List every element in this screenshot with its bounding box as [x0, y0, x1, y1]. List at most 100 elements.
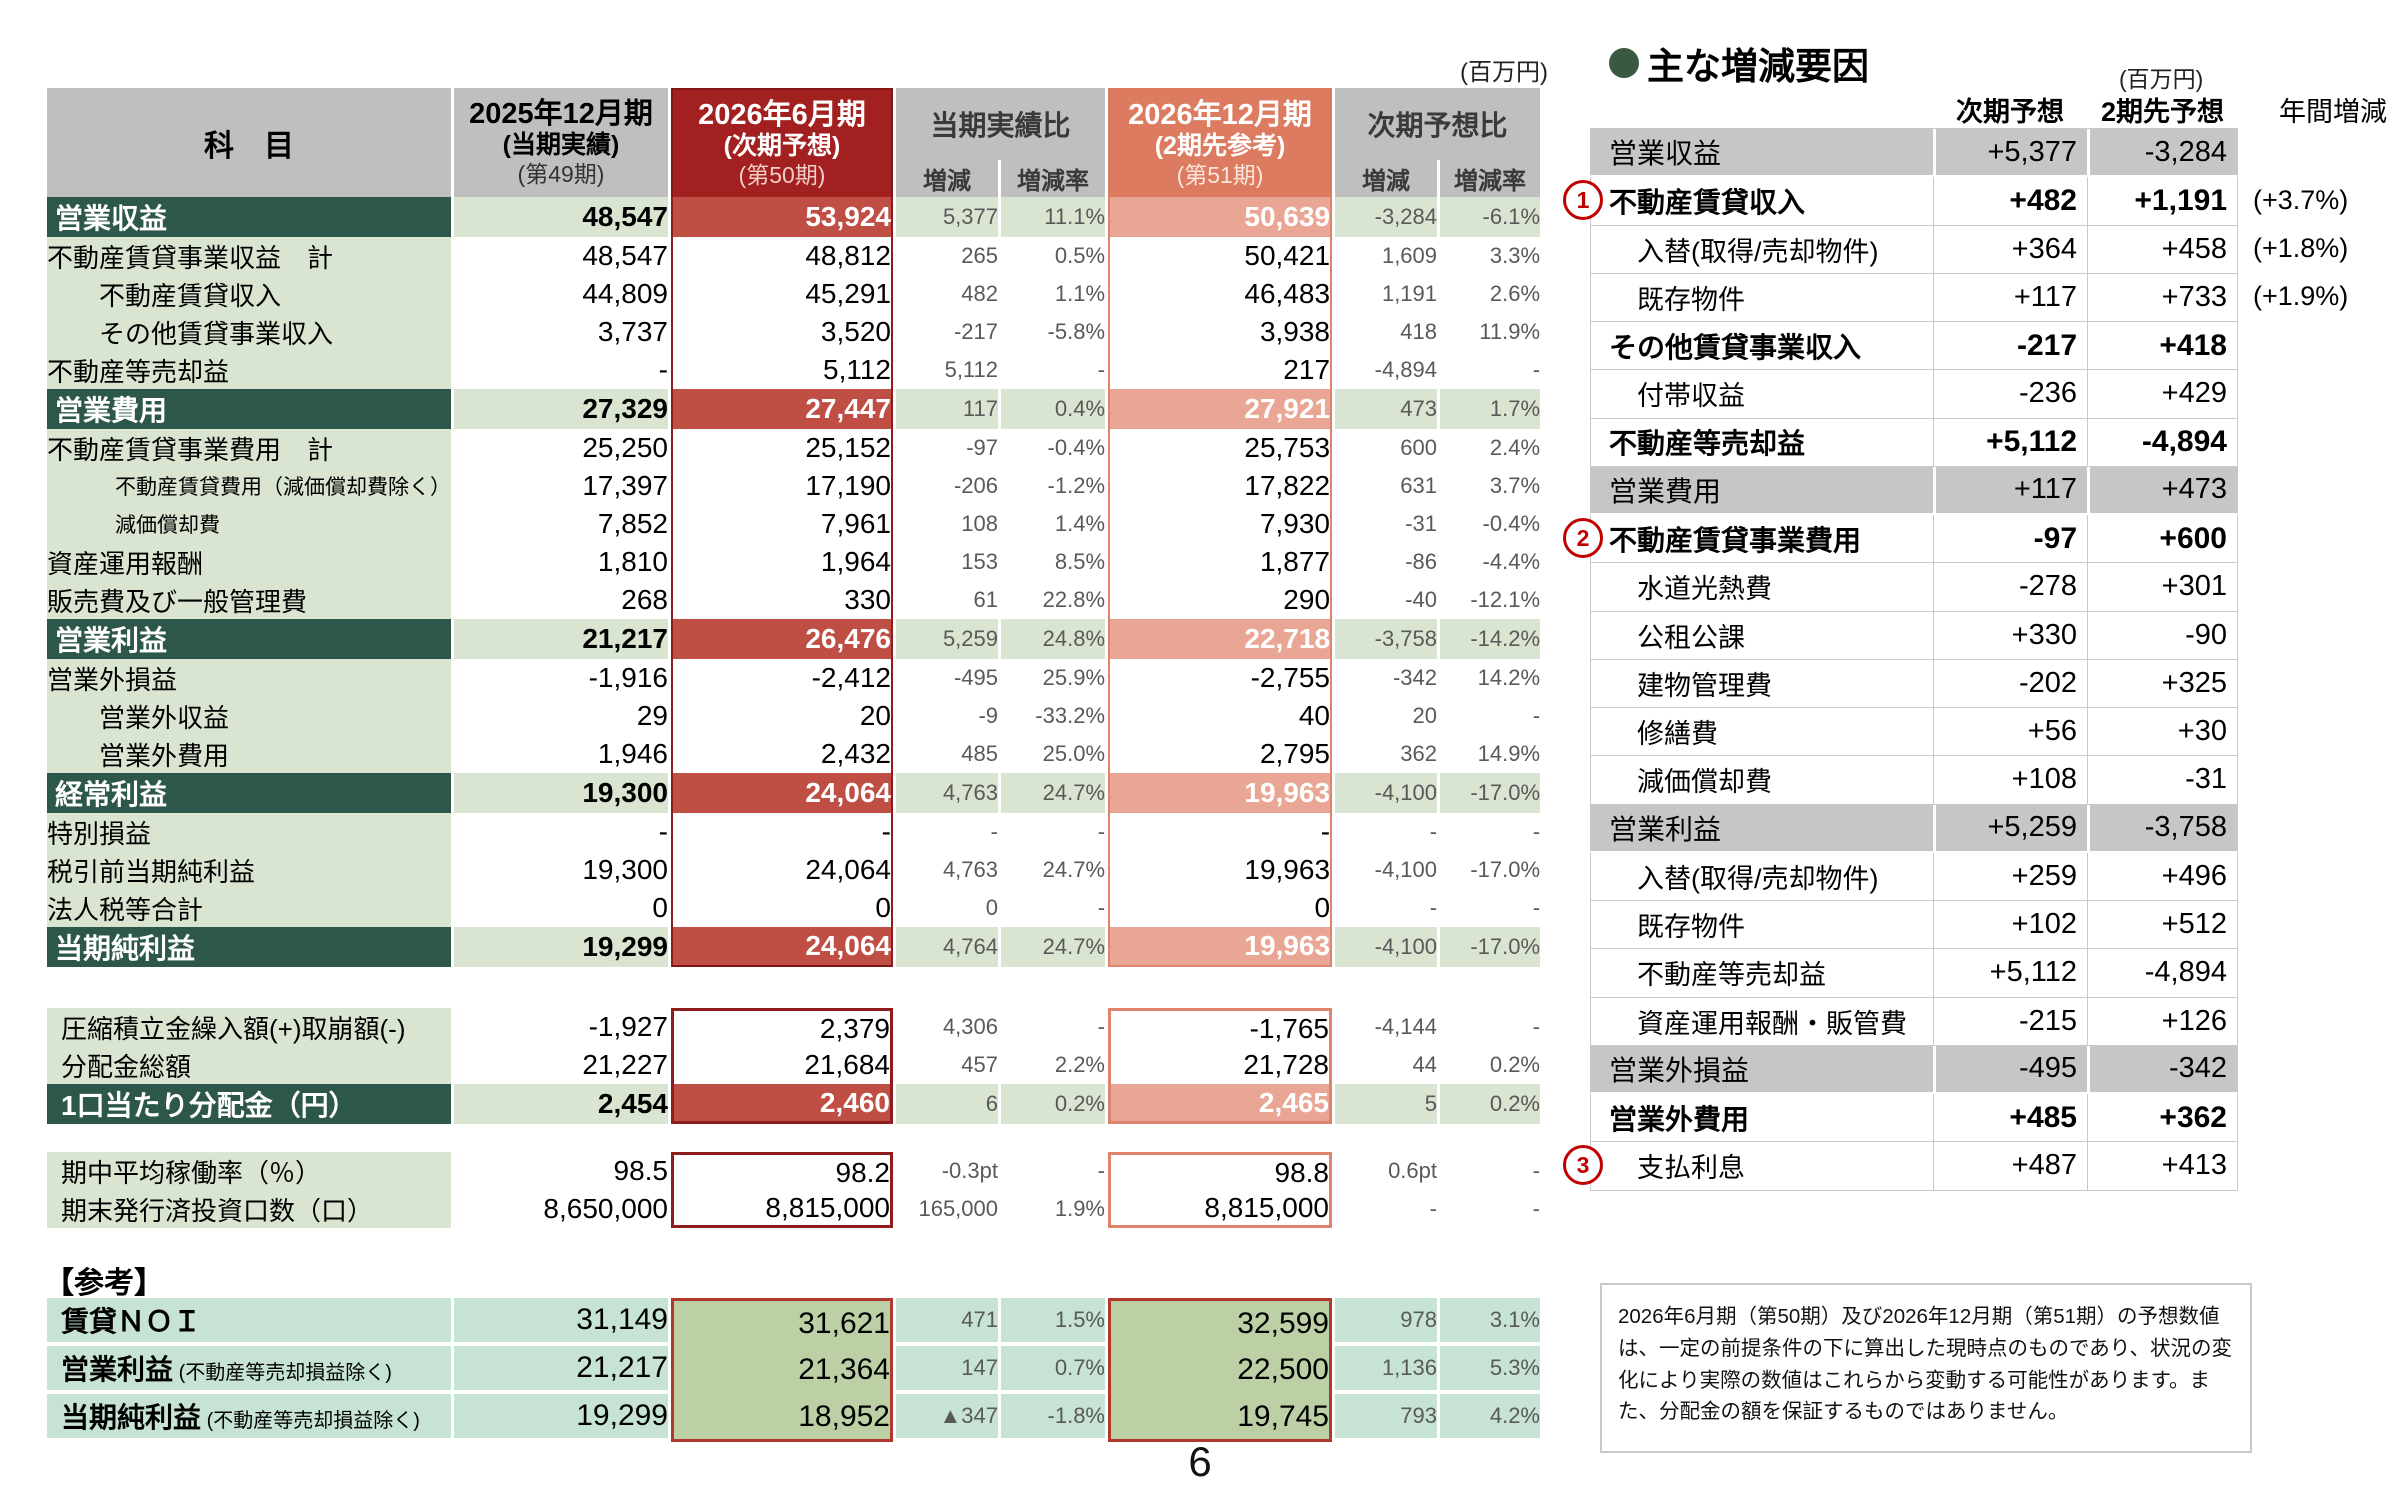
- value-inc-2: 0.6pt: [1388, 1158, 1437, 1183]
- row-label: 当期純利益: [47, 927, 451, 967]
- value-rate-1: 8.5%: [1054, 549, 1106, 574]
- annual-change-header: 年間増減: [2279, 97, 2387, 127]
- factor-row: 不動産等売却益 +5,112 -4,894: [1590, 949, 2238, 998]
- row-label: 分配金総額: [47, 1046, 451, 1084]
- comp-forecast-header: 次期予想比: [1335, 88, 1541, 160]
- value-inc-1: -9: [978, 703, 998, 728]
- table-row: 圧縮積立金繰入額(+)取崩額(-) -1,927 2,379 4,306- -1,765…: [47, 1008, 1540, 1046]
- value-next-forecast: 24,064: [671, 773, 893, 813]
- row-label: 営業利益: [47, 619, 451, 659]
- value-actual: 17,397: [582, 470, 668, 501]
- value-actual: 268: [621, 584, 668, 615]
- value-next-forecast: 25,152: [671, 429, 893, 467]
- factor-label: 既存物件: [1590, 273, 1933, 322]
- table-row: その他賃貸事業収入 3,737 3,520 -217 -5.8% 3,938 418 11.9…: [47, 313, 1540, 351]
- reference-table-body: 賃貸ＮＯＩ 31,149 31,621 471 1.5% 32,599 978 3.1% 営業利…: [47, 1298, 1540, 1442]
- factor-after-next-value: +473: [2087, 466, 2238, 515]
- change-factors-panel: 主な増減要因 (百万円) 次期予想 2期先予想 年間増減 営業収益 +5,377-…: [1563, 0, 2400, 1499]
- value-inc-2: 44: [1412, 1052, 1437, 1077]
- value-rate-1: 0.4%: [1001, 389, 1106, 429]
- table-row: 当期純利益 (不動産等売却損益除く) 19,299 18,952 ▲347 -1.8% 1…: [47, 1394, 1540, 1442]
- factor-row: 営業費用 +117 +473: [1590, 466, 2238, 515]
- factor-next-value: +108: [1933, 756, 2087, 805]
- factor-label: 付帯収益: [1590, 370, 1933, 419]
- factor-after-next-value: +362: [2087, 1094, 2238, 1143]
- value-actual: -: [658, 816, 668, 847]
- table-row: 不動産賃貸事業収益 計 48,547 48,812 265 0.5% 50,421 1,60…: [47, 237, 1540, 275]
- value-inc-1: 5,259: [896, 619, 998, 659]
- value-after-next: 2,795: [1108, 735, 1333, 773]
- factor-after-next-value: -3,758: [2087, 804, 2238, 853]
- table-row: 特別損益 - - - - - - -: [47, 813, 1540, 851]
- value-actual: 0: [652, 892, 668, 923]
- value-inc-1: 265: [961, 243, 998, 268]
- value-after-next: 217: [1108, 351, 1333, 389]
- factor-label: 資産運用報酬・販管費: [1590, 997, 1933, 1046]
- factor-label: 既存物件: [1590, 901, 1933, 950]
- value-actual: 27,329: [454, 389, 668, 429]
- value-inc-1: -: [990, 819, 998, 844]
- factor-next-value: -217: [1933, 322, 2087, 371]
- value-rate-2: -: [1532, 895, 1541, 920]
- factor-label: 不動産等売却益: [1590, 418, 1933, 467]
- row-label: 不動産賃貸費用（減価償却費除く）: [47, 467, 451, 505]
- annotation-marker-3: 3: [1563, 1145, 1603, 1186]
- value-actual: 2,454: [454, 1084, 668, 1124]
- value-after-next: 17,822: [1108, 467, 1333, 505]
- value-actual: 8,650,000: [543, 1193, 668, 1224]
- value-after-next: -2,755: [1108, 659, 1333, 697]
- factor-next-value: +485: [1933, 1094, 2087, 1143]
- value-rate-2: 3.3%: [1489, 243, 1541, 268]
- value-inc-1: 471: [896, 1298, 998, 1346]
- value-after-next: -1,765: [1108, 1008, 1332, 1046]
- row-label: 営業収益: [47, 197, 451, 237]
- value-rate-1: 11.1%: [1001, 197, 1106, 237]
- value-inc-1: 4,764: [896, 927, 998, 967]
- value-rate-1: -1.2%: [1047, 473, 1106, 498]
- value-after-next: -: [1108, 813, 1333, 851]
- factor-row: 減価償却費 +108 -31: [1590, 756, 2238, 805]
- row-label: 営業外損益: [47, 659, 451, 697]
- value-rate-2: -: [1532, 703, 1541, 728]
- unit-label-right: (百万円): [2119, 66, 2204, 92]
- value-rate-1: 1.1%: [1054, 281, 1106, 306]
- table-row: 営業外損益 -1,916 -2,412 -495 25.9% -2,755 -342 14.2…: [47, 659, 1540, 697]
- value-rate-1: 1.9%: [1054, 1196, 1105, 1221]
- value-next-forecast: 26,476: [671, 619, 893, 659]
- value-after-next: 46,483: [1108, 275, 1333, 313]
- value-after-next: 22,500: [1108, 1346, 1332, 1394]
- table-row: 営業外収益 29 20 -9 -33.2% 40 20-: [47, 697, 1540, 735]
- value-next-forecast: 1,964: [671, 543, 893, 581]
- row-label: 販売費及び一般管理費: [47, 581, 451, 619]
- factor-after-next-value: +418: [2087, 322, 2238, 371]
- row-label: 期中平均稼働率（％）: [47, 1152, 451, 1190]
- value-actual: 44,809: [582, 278, 668, 309]
- value-inc-2: 1,609: [1381, 243, 1438, 268]
- financial-table-area: (百万円) 科 目 2025年12月期 (当期実績) (第49期) 2026年6…: [44, 59, 1554, 1442]
- factor-row: 資産運用報酬・販管費 -215 +126: [1590, 997, 2238, 1046]
- factor-row: 水道光熱費 -278 +301: [1590, 563, 2238, 612]
- table-row: 不動産賃貸事業費用 計 25,250 25,152 -97 -0.4% 25,753 600…: [47, 429, 1540, 467]
- value-after-next: 8,815,000: [1108, 1190, 1332, 1228]
- value-after-next: 0: [1108, 889, 1333, 927]
- row-label: 不動産賃貸事業収益 計: [47, 237, 451, 275]
- value-rate-2: -6.1%: [1440, 197, 1541, 237]
- value-rate-2: 2.6%: [1489, 281, 1541, 306]
- distribution-table: 圧縮積立金繰入額(+)取崩額(-) -1,927 2,379 4,306- -1,765…: [44, 1008, 1543, 1124]
- value-inc-1: 4,306: [942, 1014, 998, 1039]
- value-rate-1: 0.5%: [1054, 243, 1106, 268]
- table-row: 法人税等合計 0 0 0-0- -: [47, 889, 1540, 927]
- factor-label: 営業収益: [1590, 129, 1933, 178]
- factor-next-value: +482: [1933, 177, 2087, 226]
- value-actual: 29: [636, 700, 668, 731]
- value-next-forecast: 21,364: [671, 1346, 893, 1394]
- value-after-next: 7,930: [1108, 505, 1333, 543]
- value-after-next: 98.8: [1108, 1152, 1332, 1190]
- table-row: 不動産賃貸費用（減価償却費除く） 17,397 17,190 -206 -1.2% 17,…: [47, 467, 1540, 505]
- value-rate-1: -: [1097, 895, 1106, 920]
- value-actual: 98.5: [613, 1155, 669, 1186]
- value-inc-1: 485: [961, 741, 998, 766]
- value-rate-2: 3.7%: [1489, 473, 1541, 498]
- value-inc-1: 147: [896, 1346, 998, 1394]
